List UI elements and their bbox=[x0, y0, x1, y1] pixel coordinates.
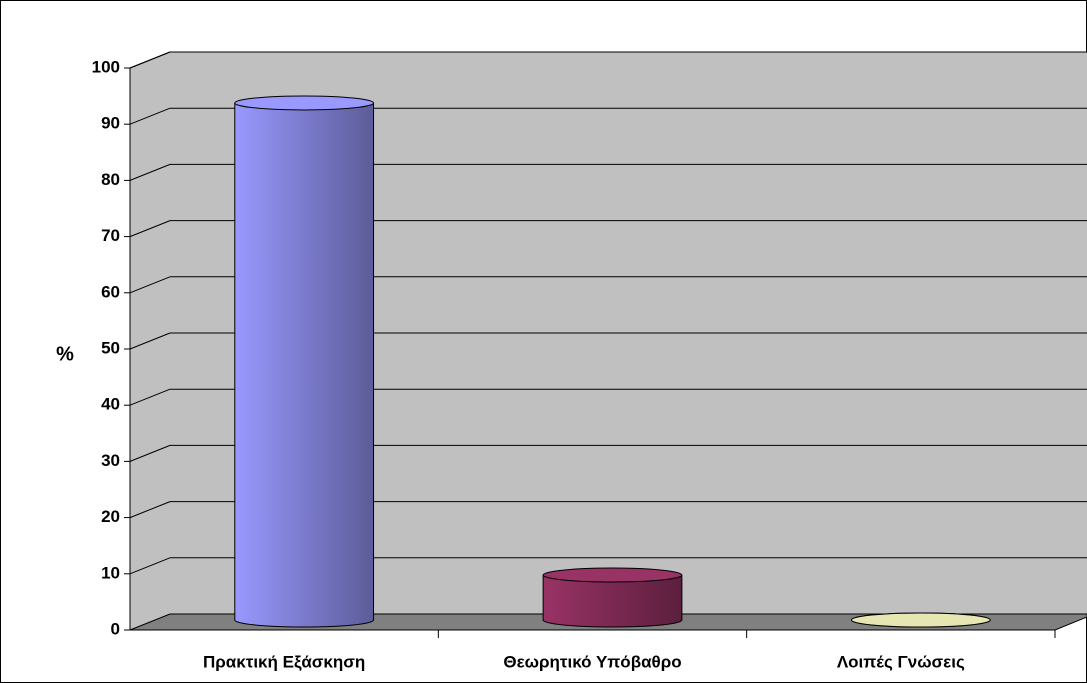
y-tick-label: 70 bbox=[101, 226, 120, 245]
bar bbox=[234, 102, 374, 620]
y-tick-label: 20 bbox=[101, 507, 120, 526]
grid-line bbox=[129, 107, 171, 125]
bar-top bbox=[234, 95, 375, 111]
grid-line bbox=[129, 444, 171, 462]
grid-line bbox=[129, 276, 171, 294]
bar-top bbox=[542, 567, 683, 583]
y-tick-label: 10 bbox=[101, 563, 120, 582]
x-tick-label: Λοιπές Γνώσεις bbox=[837, 652, 965, 671]
y-tick-label: 50 bbox=[101, 338, 120, 357]
y-tick-label: 0 bbox=[111, 619, 120, 638]
wall-edge bbox=[129, 51, 171, 69]
y-tick-label: 60 bbox=[101, 282, 120, 301]
grid-line bbox=[129, 220, 171, 238]
y-tick-label: 40 bbox=[101, 395, 120, 414]
bar-top bbox=[850, 612, 991, 628]
grid-line bbox=[129, 388, 171, 406]
grid-line bbox=[129, 501, 171, 519]
y-tick-label: 80 bbox=[101, 170, 120, 189]
grid-line bbox=[129, 557, 171, 575]
x-tick-label: Θεωρητικό Υπόβαθρο bbox=[503, 652, 681, 671]
grid-line bbox=[129, 332, 171, 350]
y-tick-label: 90 bbox=[101, 114, 120, 133]
y-tick-label: 100 bbox=[92, 57, 120, 76]
y-axis-label: % bbox=[56, 343, 74, 365]
grid-line bbox=[129, 163, 171, 181]
y-tick-label: 30 bbox=[101, 451, 120, 470]
x-tick-label: Πρακτική Εξάσκηση bbox=[203, 652, 365, 671]
